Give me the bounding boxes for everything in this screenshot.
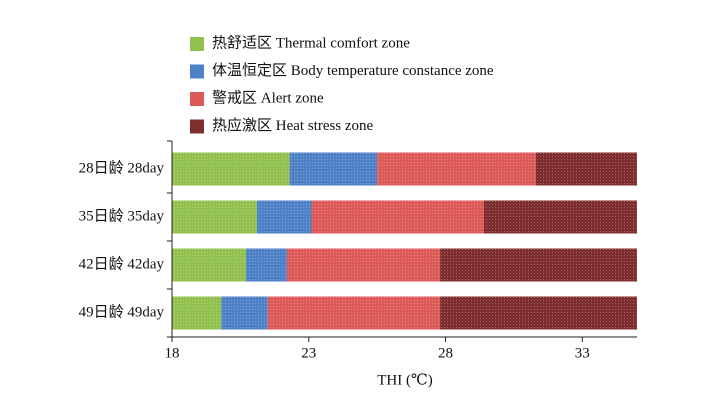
- x-tick-label: 18: [165, 345, 180, 361]
- legend-swatch: [190, 119, 204, 134]
- bar-texture: [245, 248, 287, 282]
- bar-texture: [172, 152, 290, 186]
- bar-texture: [377, 152, 536, 186]
- legend-swatch: [190, 64, 204, 79]
- x-tick-label: 28: [438, 345, 453, 361]
- bar-texture: [256, 200, 312, 234]
- legend-label: 警戒区 Alert zone: [212, 89, 324, 106]
- y-tick-label: 28日龄 28day: [79, 159, 165, 176]
- legend-label: 热应激区 Heat stress zone: [212, 116, 374, 134]
- y-tick-label: 49日龄 49day: [79, 303, 165, 320]
- bar-texture: [267, 296, 441, 330]
- bar-texture: [172, 200, 257, 234]
- bar-texture: [535, 152, 637, 186]
- x-axis-label: THI (℃): [377, 372, 433, 388]
- legend-label: 体温恒定区 Body temperature constance zone: [212, 62, 494, 79]
- x-tick-label: 33: [575, 345, 590, 361]
- bar-texture: [172, 296, 222, 330]
- legend-label: 热舒适区 Thermal comfort zone: [212, 34, 410, 51]
- y-tick-label: 35日龄 35day: [79, 207, 165, 224]
- bar-texture: [440, 248, 637, 282]
- x-tick-label: 23: [301, 345, 316, 361]
- legend-swatch: [190, 92, 204, 106]
- bar-texture: [311, 200, 484, 234]
- bar-texture: [289, 152, 378, 186]
- bar-texture: [286, 248, 441, 282]
- bar-texture: [221, 296, 268, 330]
- y-tick-label: 42日龄 42day: [79, 255, 165, 272]
- legend-swatch: [190, 37, 204, 51]
- bar-texture: [172, 248, 246, 282]
- bar-texture: [483, 200, 637, 234]
- bar-texture: [440, 296, 637, 330]
